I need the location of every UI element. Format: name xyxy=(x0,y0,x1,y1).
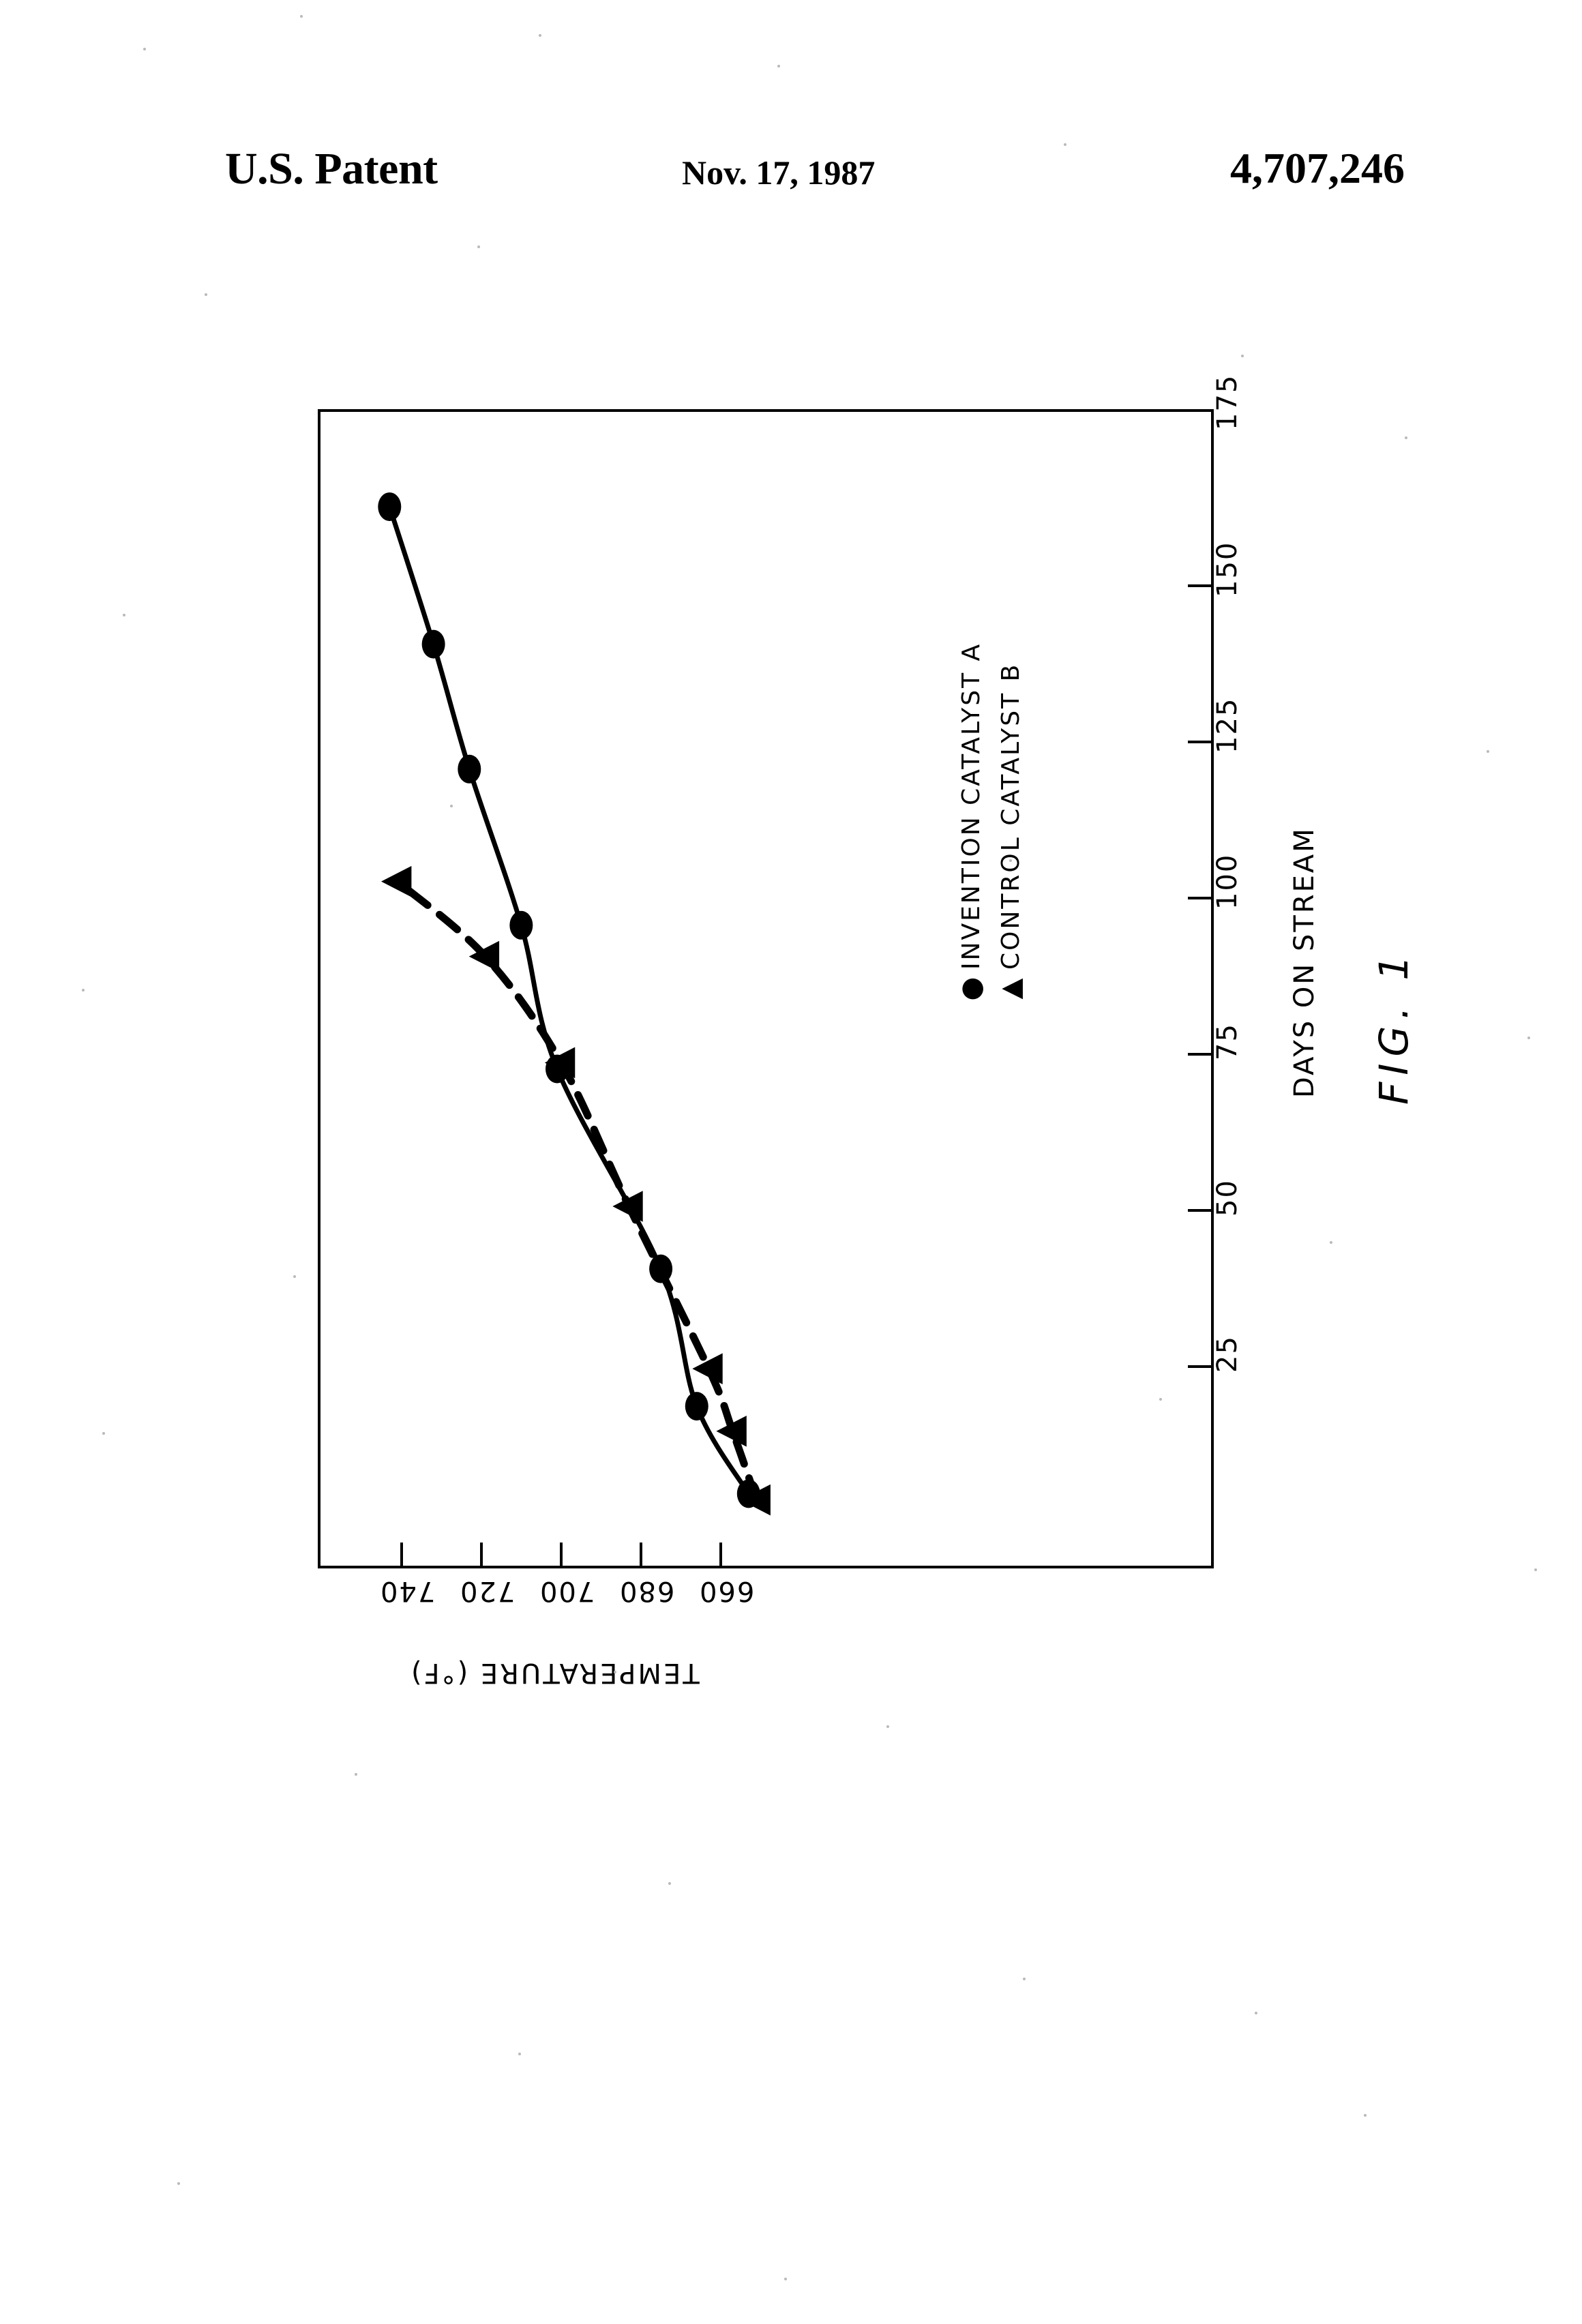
temp-tick-label-660: 660 xyxy=(698,1575,754,1607)
scan-speckle xyxy=(300,15,303,18)
scan-speckle xyxy=(1255,2012,1257,2014)
temp-tick-label-720: 720 xyxy=(459,1575,515,1607)
scan-speckle xyxy=(777,65,780,68)
data-point-triangle xyxy=(692,1353,722,1384)
scan-speckle xyxy=(614,1671,616,1673)
scan-speckle xyxy=(205,293,207,296)
temp-tick-label-740: 740 xyxy=(379,1575,435,1607)
days-tick-label-100: 100 xyxy=(1212,854,1243,910)
scan-speckle xyxy=(886,1725,889,1728)
data-point-circle xyxy=(378,492,401,521)
scan-speckle xyxy=(668,1882,671,1885)
scan-speckle xyxy=(102,1432,105,1435)
temp-tick-label-700: 700 xyxy=(539,1575,595,1607)
scan-speckle xyxy=(450,805,453,807)
days-tick-label-150: 150 xyxy=(1212,541,1243,597)
days-tick-label-75: 75 xyxy=(1212,1023,1243,1060)
scan-speckle xyxy=(518,2053,521,2055)
scan-speckle xyxy=(123,614,125,616)
days-tick-label-175: 175 xyxy=(1212,374,1243,430)
scan-speckle xyxy=(1159,1398,1162,1401)
scan-speckle xyxy=(143,48,146,50)
scan-speckle xyxy=(82,989,85,992)
data-point-triangle xyxy=(612,1191,642,1222)
data-point-circle xyxy=(685,1392,708,1420)
scan-speckle xyxy=(784,2278,787,2280)
patent-figure: 740 720 700 680 660 175 150 125 100 75 5… xyxy=(0,0,1582,2324)
scan-speckle xyxy=(1023,1978,1026,1980)
days-tick-label-50: 50 xyxy=(1212,1179,1243,1217)
figure-caption: FIG. 1 xyxy=(1371,949,1417,1105)
scan-speckle xyxy=(1330,1241,1332,1244)
data-point-circle xyxy=(422,630,445,659)
scan-speckle xyxy=(477,245,480,248)
scan-speckle xyxy=(177,2182,180,2185)
days-tick-label-25: 25 xyxy=(1212,1335,1243,1373)
scan-speckle xyxy=(1364,2114,1367,2117)
scan-speckle xyxy=(355,1773,357,1776)
scan-speckle xyxy=(1405,436,1407,439)
x-axis-title: DAYS ON STREAM xyxy=(1289,826,1320,1098)
scan-speckle xyxy=(1009,859,1012,862)
scan-speckle xyxy=(293,1275,296,1278)
temp-tick-label-680: 680 xyxy=(618,1575,674,1607)
scan-speckle xyxy=(1487,750,1489,753)
scan-speckle xyxy=(1534,1568,1537,1571)
scan-speckle xyxy=(1064,143,1066,146)
data-point-circle xyxy=(509,911,533,940)
scan-speckle xyxy=(1527,1037,1530,1039)
data-point-circle xyxy=(458,755,481,784)
scan-speckle xyxy=(539,34,541,37)
chart-data-layer xyxy=(318,409,1214,1568)
scan-speckle xyxy=(1241,355,1244,357)
y-axis-title: TEMPERATURE (°F) xyxy=(409,1657,700,1688)
days-tick-label-125: 125 xyxy=(1212,698,1243,754)
data-point-triangle xyxy=(381,866,411,897)
